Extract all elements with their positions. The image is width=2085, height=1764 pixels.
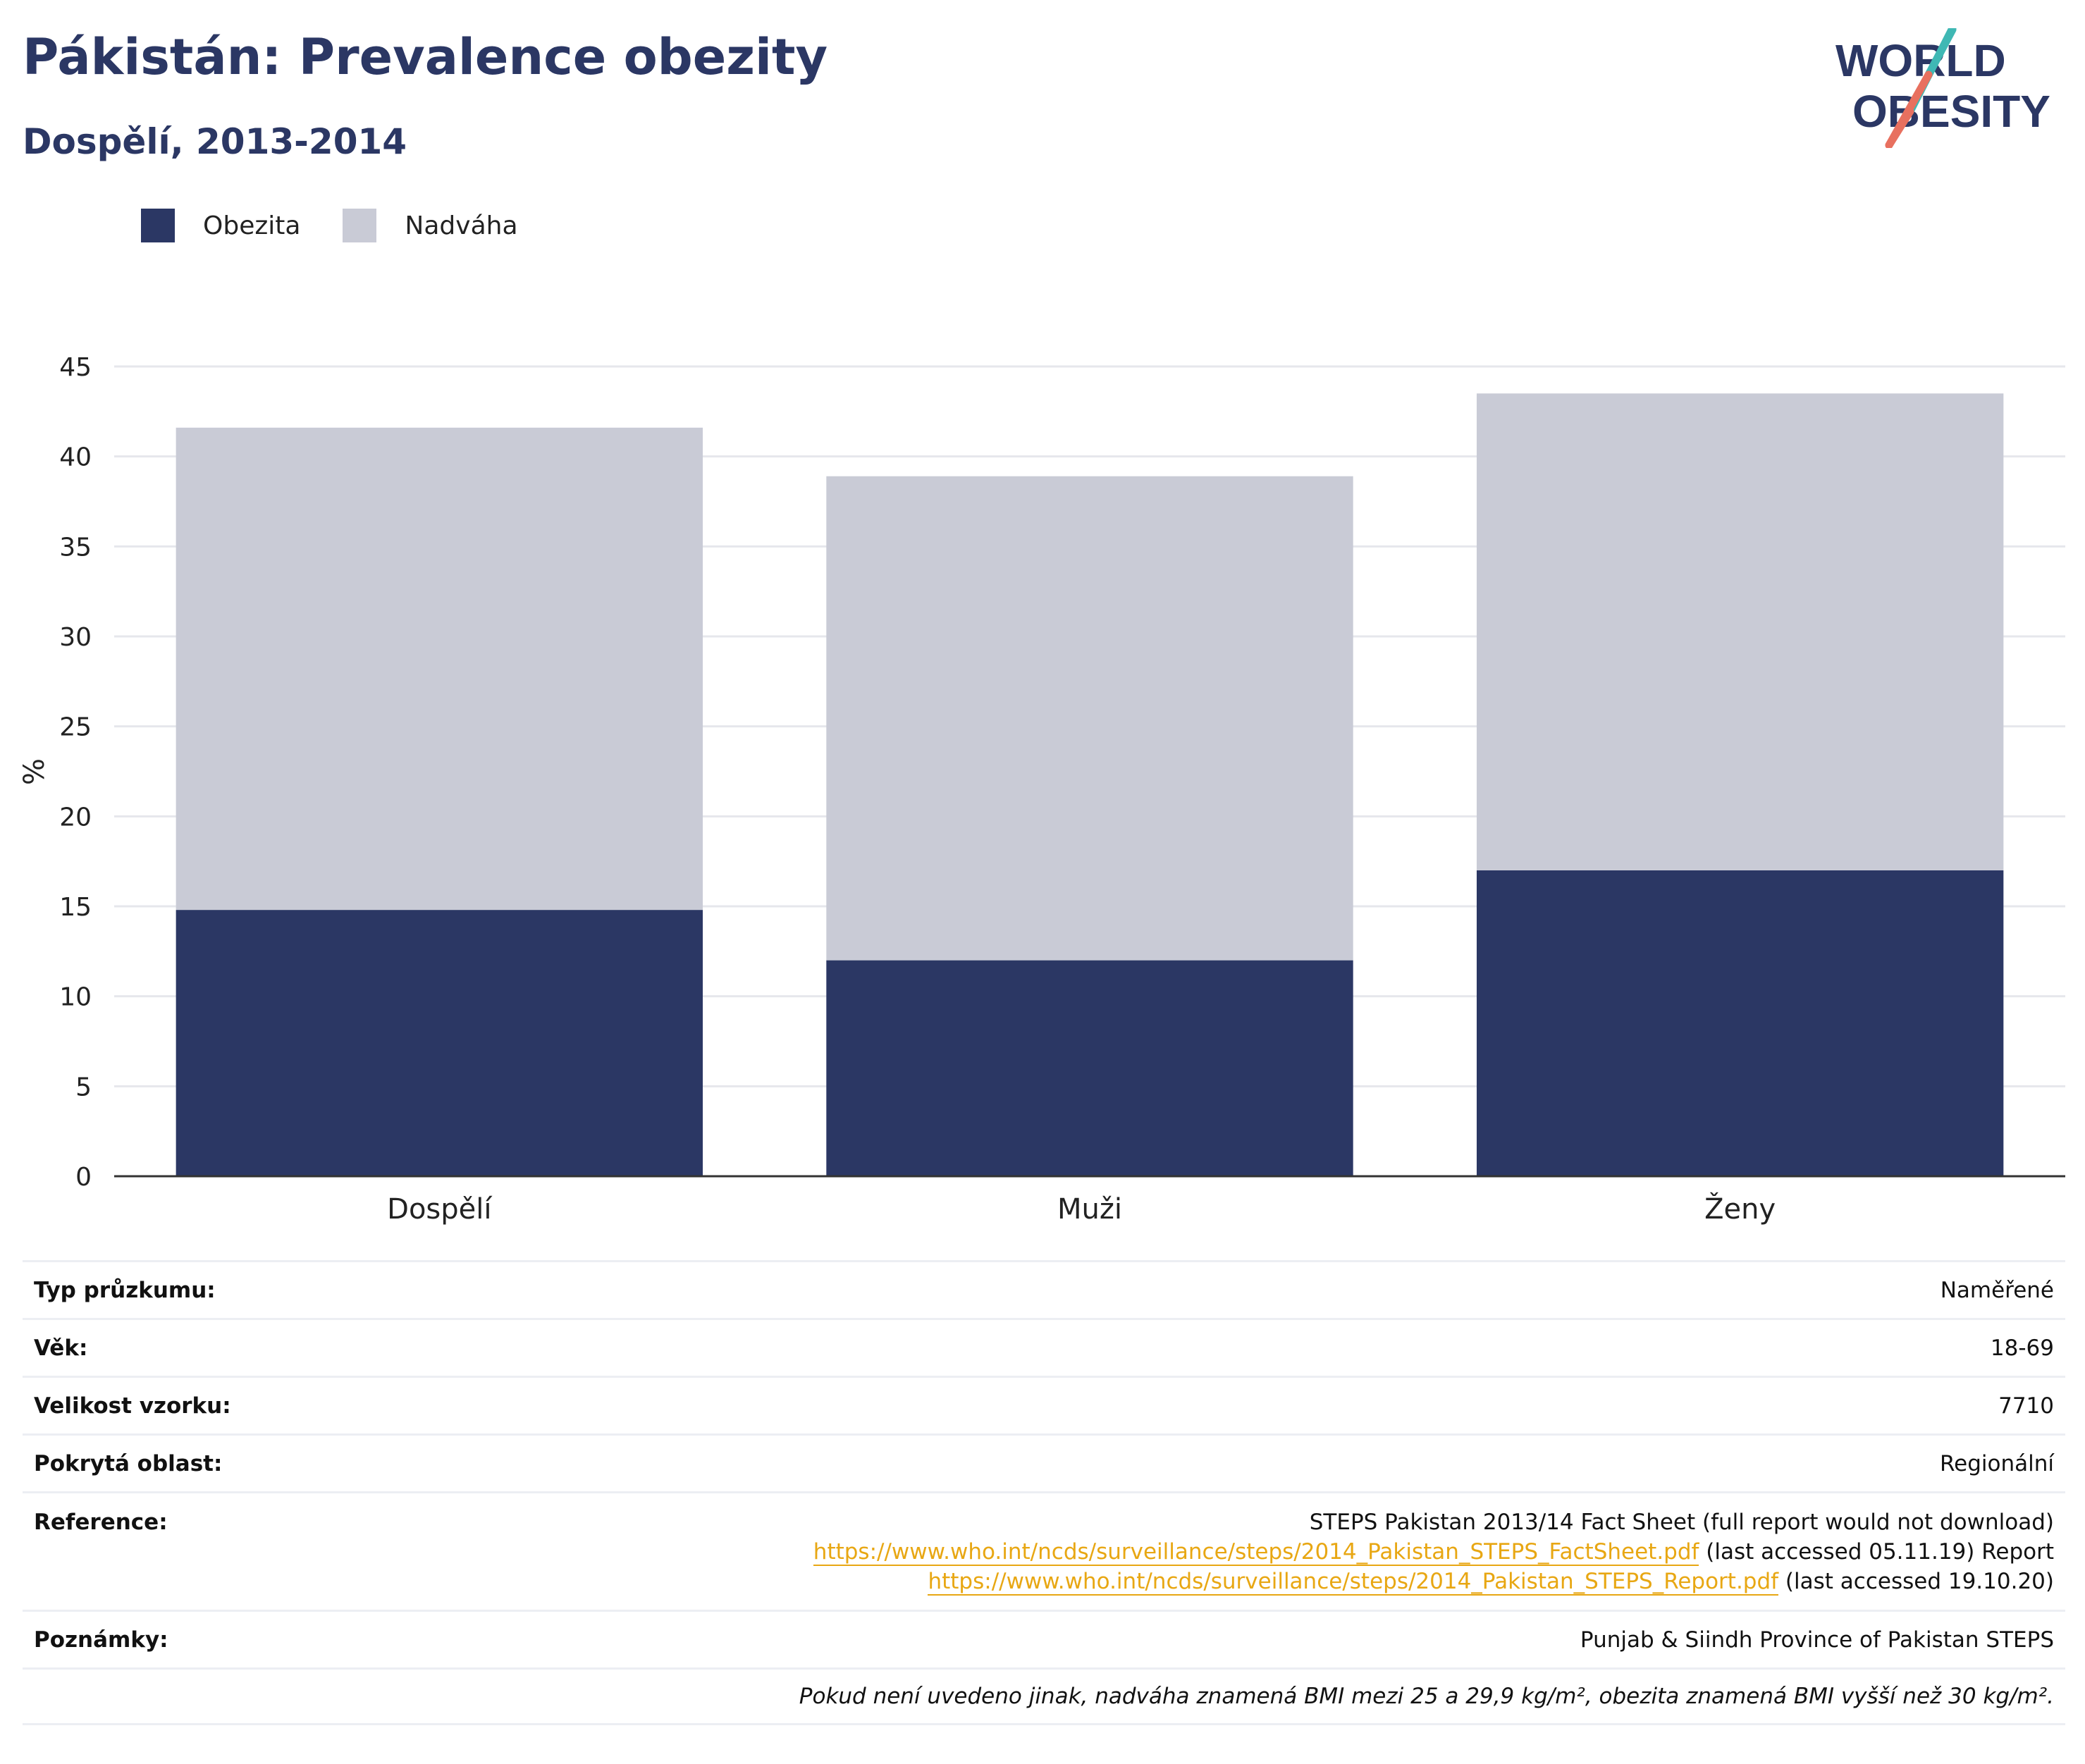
notes-value: Punjab & Siindh Province of Pakistan STE… xyxy=(1580,1627,2054,1653)
bmi-footnote: Pokud není uvedeno jinak, nadváha znamen… xyxy=(799,1684,2054,1709)
area-label: Pokrytá oblast: xyxy=(34,1450,223,1476)
page-title: Pákistán: Prevalence obezity xyxy=(23,28,828,86)
bar-nadváha-0[interactable] xyxy=(176,427,703,911)
bar-obezita-1[interactable] xyxy=(826,960,1353,1176)
sample-size-label: Velikost vzorku: xyxy=(34,1393,231,1419)
legend-item-nadvaha[interactable]: Nadváha xyxy=(343,209,518,242)
stacked-bar-chart: 0 5 10 15 20 25 30 35 40 45% Dospělí Muži Ženy xyxy=(18,353,2065,1226)
x-tick-label: Muži xyxy=(1057,1193,1122,1226)
reference-accessed-2: (last accessed 19.10.20) xyxy=(1778,1569,2054,1594)
page-subtitle: Dospělí, 2013-2014 xyxy=(23,121,407,162)
y-tick-label: 10 xyxy=(59,983,92,1012)
y-tick-label: 0 xyxy=(75,1163,92,1192)
reference-link-report[interactable]: https://www.who.int/ncds/surveillance/st… xyxy=(928,1569,1779,1596)
info-row-sample-size: Velikost vzorku: 7710 xyxy=(23,1376,2065,1433)
y-tick-label: 30 xyxy=(59,623,92,652)
x-tick-label: Dospělí xyxy=(387,1193,493,1226)
x-tick-label: Ženy xyxy=(1704,1192,1776,1226)
chart-legend: Obezita Nadváha xyxy=(141,209,560,242)
reference-accessed-1: (last accessed 05.11.19) Report xyxy=(1699,1539,2054,1565)
y-tick-label: 15 xyxy=(59,893,92,922)
y-tick-label: 25 xyxy=(59,713,92,742)
legend-label-nadvaha: Nadváha xyxy=(405,211,518,240)
reference-line-1: STEPS Pakistan 2013/14 Fact Sheet (full … xyxy=(1309,1510,2054,1535)
survey-type-value: Naměřené xyxy=(1940,1277,2054,1303)
legend-item-obezita[interactable]: Obezita xyxy=(141,209,300,242)
reference-line-2: https://www.who.int/ncds/surveillance/st… xyxy=(813,1537,2054,1567)
info-row-footnote: Pokud není uvedeno jinak, nadváha znamen… xyxy=(23,1667,2065,1725)
info-row-reference: Reference: STEPS Pakistan 2013/14 Fact S… xyxy=(23,1491,2065,1610)
bar-nadváha-1[interactable] xyxy=(826,476,1353,961)
reference-value: STEPS Pakistan 2013/14 Fact Sheet (full … xyxy=(813,1507,2054,1596)
info-row-notes: Poznámky: Punjab & Siindh Province of Pa… xyxy=(23,1610,2065,1667)
legend-label-obezita: Obezita xyxy=(203,211,301,240)
y-tick-label: 35 xyxy=(59,533,92,562)
sample-size-value: 7710 xyxy=(1998,1393,2054,1419)
world-obesity-logo: WORLD OBESITY xyxy=(1835,28,2050,148)
survey-info-table: Typ průzkumu: Naměřené Věk: 18-69 Veliko… xyxy=(23,1260,2065,1725)
reference-link-factsheet[interactable]: https://www.who.int/ncds/surveillance/st… xyxy=(813,1539,1699,1566)
area-value: Regionální xyxy=(1940,1450,2054,1476)
y-axis-label: % xyxy=(18,758,51,785)
info-row-survey-type: Typ průzkumu: Naměřené xyxy=(23,1260,2065,1318)
y-tick-label: 40 xyxy=(59,443,92,472)
logo-word-world: WORLD xyxy=(1835,35,2006,86)
legend-swatch-obezita xyxy=(141,209,175,242)
logo-word-obesity: OBESITY xyxy=(1852,86,2050,137)
info-row-age: Věk: 18-69 xyxy=(23,1318,2065,1376)
legend-swatch-nadvaha xyxy=(343,209,377,242)
reference-label: Reference: xyxy=(34,1510,168,1535)
notes-label: Poznámky: xyxy=(34,1627,168,1653)
info-row-area: Pokrytá oblast: Regionální xyxy=(23,1433,2065,1491)
y-tick-label: 20 xyxy=(59,803,92,832)
y-tick-label: 5 xyxy=(75,1073,92,1102)
bar-obezita-0[interactable] xyxy=(176,910,703,1176)
survey-type-label: Typ průzkumu: xyxy=(34,1277,216,1303)
bar-obezita-2[interactable] xyxy=(1476,870,2004,1176)
age-label: Věk: xyxy=(34,1335,88,1361)
age-value: 18-69 xyxy=(1990,1335,2054,1361)
bar-nadváha-2[interactable] xyxy=(1476,393,2004,870)
y-tick-label: 45 xyxy=(59,353,92,382)
reference-line-3: https://www.who.int/ncds/surveillance/st… xyxy=(813,1567,2054,1596)
